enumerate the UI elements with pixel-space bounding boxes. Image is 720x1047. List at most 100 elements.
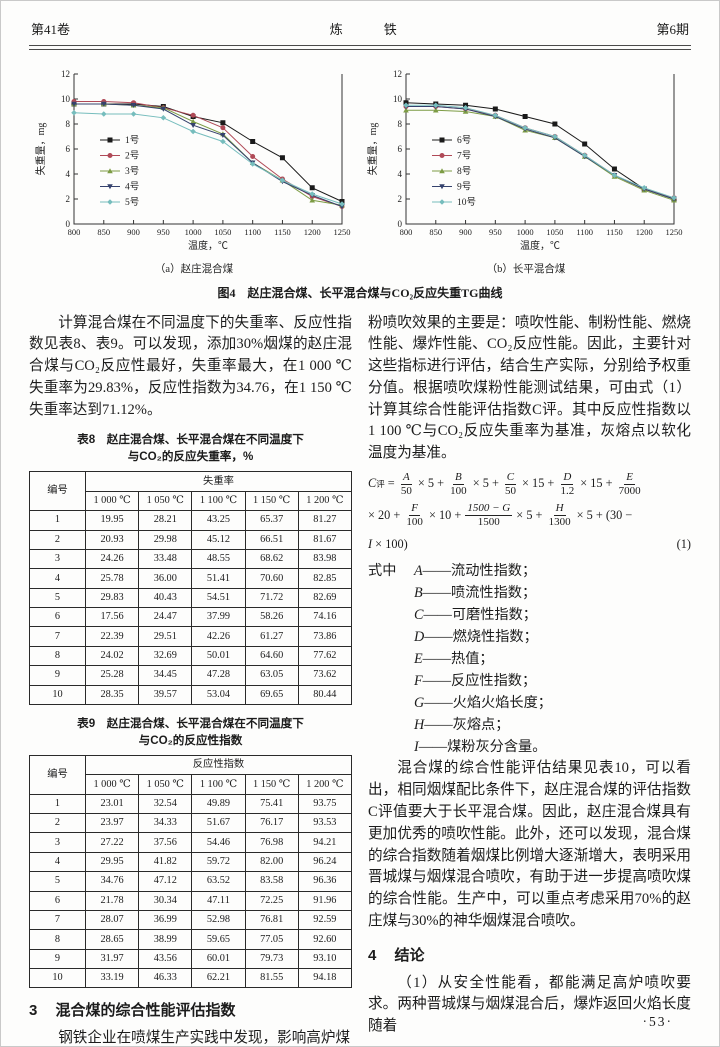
col-header-temp: 1 050 ℃ (138, 490, 193, 512)
marker-triangle-up (107, 167, 113, 173)
legend-label: 1号 (125, 135, 139, 146)
table-cell: 9 (29, 665, 86, 686)
table-cell: 32.69 (138, 645, 193, 667)
table-cell: 33.19 (84, 968, 140, 989)
table-cell: 96.24 (297, 851, 353, 873)
table-cell: 24.26 (84, 548, 140, 570)
table-cell: 75.41 (244, 793, 299, 815)
table-cell: 80.44 (297, 684, 353, 705)
paragraph: 混合煤的综合性能评估结果见表10，可以看出，相同烟煤配比条件下，赵庄混合煤的评估… (368, 760, 691, 930)
marker-triangle-down (100, 101, 107, 107)
table-cell: 73.62 (297, 665, 353, 686)
marker-triangle-down (130, 102, 137, 108)
table-cell: 46.33 (138, 968, 193, 989)
table-cell: 91.96 (297, 890, 353, 911)
definition-row: G ——火焰火焰长度； (414, 695, 552, 712)
x-tick-label: 1200 (636, 227, 653, 237)
table-cell: 81.55 (244, 968, 299, 989)
issue-label: 第6期 (656, 22, 689, 37)
col-group-header: 反应性指数 (85, 754, 352, 776)
col-header-temp: 1 000 ℃ (84, 490, 140, 512)
table-row: 3 24.26 33.48 48.55 68.62 83.98 (29, 548, 353, 570)
table-cell: 54.51 (191, 587, 246, 609)
marker-square (309, 184, 315, 190)
marker-square (107, 137, 113, 142)
col-header-temp: 1 100 ℃ (191, 774, 246, 795)
table-cell: 51.41 (191, 568, 246, 589)
table-row: 10 33.19 46.33 62.21 81.55 94.18 (29, 968, 353, 989)
table-cell: 77.05 (244, 929, 299, 950)
table-cell: 66.51 (244, 529, 299, 550)
table-cell: 65.37 (244, 510, 299, 531)
marker-diamond (432, 101, 439, 108)
paragraph: 粉喷吹效果的主要是：喷吹性能、制粉性能、燃烧性能、爆炸性能、CO₂反应性能。因此… (368, 314, 691, 462)
table-cell: 73.86 (297, 626, 353, 647)
legend-label: 5号 (125, 197, 139, 208)
table-cell: 10 (29, 968, 86, 989)
table-cell: 10 (29, 684, 86, 705)
panel-caption-a: （a）赵庄混合煤 (154, 263, 234, 275)
table-row: 8 24.02 32.69 50.01 64.60 77.62 (29, 645, 353, 667)
marker-triangle-down (71, 101, 77, 107)
chart-a-container: 800 850 900 950 1000 1050 1100 1150 1200 1250 0 2 4 6… (29, 64, 359, 276)
marker-triangle-down (160, 106, 167, 112)
table-cell: 71.72 (244, 587, 299, 609)
marker-circle (220, 124, 226, 130)
table-cell: 54.46 (191, 832, 246, 853)
table-cell: 23.97 (84, 813, 140, 834)
table-cell: 48.55 (191, 548, 246, 570)
marker-triangle-up (432, 106, 439, 112)
formula-definitions: 式中 A ——流动性指数； B ——喷流性指数； C ——可磨性指数； D ——燃烧性指数； E —… (368, 560, 691, 758)
table-cell: 19.95 (84, 510, 140, 531)
table-cell: 64.60 (244, 645, 299, 667)
y-tick-label: 4 (66, 169, 71, 179)
table-cell: 36.00 (138, 568, 193, 589)
marker-diamond (309, 190, 316, 197)
table-cell: 63.05 (244, 665, 299, 686)
table-cell: 3 (29, 548, 86, 570)
table-cell: 4 (29, 851, 86, 873)
y-tick-label: 6 (398, 144, 403, 154)
table-cell: 96.36 (297, 871, 353, 892)
col-header-id: 编号 (29, 754, 86, 795)
page-number: ·53· (642, 1014, 673, 1029)
table-cell: 6 (29, 607, 86, 628)
table-cell: 27.22 (84, 832, 140, 853)
table-cell: 83.98 (297, 548, 353, 570)
legend-label: 7号 (457, 150, 471, 161)
table-cell: 24.47 (138, 607, 193, 628)
table-cell: 77.62 (297, 645, 353, 667)
table-cell: 62.21 (191, 968, 246, 989)
table-row: 10 28.35 39.57 53.04 69.65 80.44 (29, 684, 353, 705)
table-cell: 47.12 (138, 871, 193, 892)
series-line (74, 103, 343, 207)
table-cell: 92.60 (297, 929, 353, 950)
series-line (74, 100, 343, 207)
table-cell: 36.99 (138, 909, 193, 931)
table-row: 5 34.76 47.12 63.52 83.58 96.36 (29, 871, 353, 892)
table-cell: 61.27 (244, 626, 299, 647)
table-9: 编号 反应性指数 1 000 ℃ 1 050 ℃ 1 100 ℃ 1 150 ℃ 1 200… (29, 754, 353, 989)
definition-row: B ——喷流性指数； (414, 585, 537, 602)
table-cell: 7 (29, 626, 86, 647)
marker-triangle-down (190, 122, 196, 128)
paragraph: 计算混合煤在不同温度下的失重率、反应性指数见表8、表9。可以发现，添加30%烟煤… (29, 314, 352, 418)
col-header-temp: 1 100 ℃ (191, 490, 246, 512)
marker-diamond (581, 151, 588, 158)
marker-triangle-up (403, 106, 409, 112)
table-cell: 8 (29, 929, 86, 950)
x-axis-title: 温度，℃ (188, 239, 228, 252)
marker-diamond (439, 198, 445, 205)
y-tick-label: 8 (66, 119, 71, 129)
table-cell: 8 (29, 645, 86, 667)
x-tick-label: 850 (97, 227, 110, 237)
x-tick-label: 800 (400, 227, 413, 237)
fraction: D 1.2 (560, 471, 575, 497)
equation-number: (1) (676, 536, 691, 551)
table-cell: 5 (29, 871, 86, 892)
text-columns: 计算混合煤在不同温度下的失重率、反应性指数见表8、表9。可以发现，添加30%烟煤… (29, 313, 691, 1046)
col-header-temp: 1 150 ℃ (244, 774, 299, 795)
series-line (406, 109, 675, 201)
